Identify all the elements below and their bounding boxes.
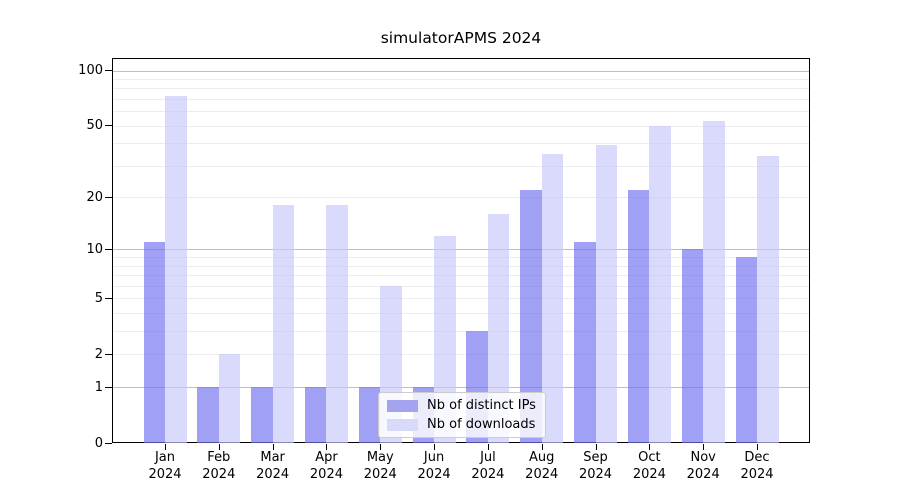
y-tick-label: 2 bbox=[94, 346, 103, 362]
bar-distinct-ips-oct bbox=[627, 189, 650, 443]
minor-gridline bbox=[113, 111, 809, 113]
x-tick-label: May 2024 bbox=[363, 450, 397, 482]
x-tick-label: Oct 2024 bbox=[632, 450, 666, 482]
x-tick-label: Jun 2024 bbox=[417, 450, 451, 482]
minor-gridline bbox=[113, 331, 809, 333]
y-tick-label: 1 bbox=[94, 379, 103, 395]
plot-area bbox=[112, 58, 810, 443]
x-tick bbox=[649, 444, 651, 450]
bar-distinct-ips-dec bbox=[735, 257, 757, 443]
bar-downloads-jul bbox=[487, 214, 510, 443]
y-tick bbox=[105, 248, 112, 250]
x-tick bbox=[218, 444, 220, 450]
bar-downloads-jan bbox=[165, 95, 187, 443]
minor-gridline bbox=[113, 298, 809, 300]
minor-gridline bbox=[113, 275, 809, 277]
minor-gridline bbox=[113, 265, 809, 267]
legend-swatch-icon bbox=[387, 418, 418, 431]
legend-item-downloads: Nb of downloads bbox=[387, 417, 536, 432]
x-tick-label: Mar 2024 bbox=[256, 450, 290, 482]
y-tick bbox=[105, 196, 112, 198]
y-tick bbox=[105, 70, 112, 71]
y-tick bbox=[105, 125, 112, 127]
y-tick-label: 0 bbox=[94, 435, 103, 451]
chart-title: simulatorAPMS 2024 bbox=[380, 29, 542, 47]
x-tick-label: Aug 2024 bbox=[525, 450, 559, 482]
major-gridline bbox=[113, 387, 809, 389]
minor-gridline bbox=[113, 88, 809, 90]
y-tick-label: 5 bbox=[94, 290, 103, 306]
major-gridline bbox=[113, 249, 809, 251]
x-tick bbox=[165, 444, 166, 450]
bar-downloads-feb bbox=[218, 354, 241, 443]
y-tick-label: 20 bbox=[86, 189, 103, 205]
bar-distinct-ips-feb bbox=[197, 387, 219, 443]
x-tick bbox=[326, 444, 328, 450]
bar-downloads-oct bbox=[649, 125, 671, 443]
legend-label: Nb of distinct IPs bbox=[427, 398, 536, 413]
minor-gridline bbox=[113, 313, 809, 315]
y-tick-label: 100 bbox=[78, 63, 103, 78]
x-tick-label: Nov 2024 bbox=[686, 450, 720, 482]
x-tick-label: Apr 2024 bbox=[309, 450, 343, 482]
x-tick bbox=[757, 444, 758, 450]
y-tick bbox=[105, 353, 112, 355]
bar-distinct-ips-may bbox=[358, 387, 381, 443]
bar-distinct-ips-aug bbox=[520, 189, 542, 443]
bar-distinct-ips-sep bbox=[574, 242, 596, 443]
bar-downloads-nov bbox=[703, 121, 725, 443]
legend-label: Nb of downloads bbox=[427, 417, 536, 432]
x-tick-label: Jul 2024 bbox=[471, 450, 505, 482]
x-tick-label: Sep 2024 bbox=[578, 450, 613, 482]
legend: Nb of distinct IPs Nb of downloads bbox=[378, 392, 546, 438]
bar-downloads-dec bbox=[757, 156, 779, 443]
bar-downloads-aug bbox=[541, 153, 564, 443]
minor-gridline bbox=[113, 98, 809, 100]
major-gridline bbox=[113, 70, 809, 72]
x-tick bbox=[487, 444, 489, 450]
bar-distinct-ips-apr bbox=[304, 387, 327, 443]
legend-swatch-icon bbox=[387, 399, 418, 412]
minor-gridline bbox=[113, 165, 809, 167]
x-tick bbox=[380, 444, 382, 450]
y-tick-label: 10 bbox=[86, 241, 103, 257]
y-tick-label: 50 bbox=[86, 118, 103, 134]
y-tick bbox=[105, 386, 112, 388]
minor-gridline bbox=[113, 197, 809, 199]
minor-gridline bbox=[113, 354, 809, 356]
bar-distinct-ips-nov bbox=[681, 249, 704, 443]
x-tick-label: Dec 2024 bbox=[740, 450, 774, 482]
bar-distinct-ips-mar bbox=[251, 387, 273, 443]
x-tick bbox=[541, 444, 543, 450]
minor-gridline bbox=[113, 78, 809, 80]
bar-downloads-apr bbox=[326, 205, 348, 443]
x-tick bbox=[272, 444, 274, 450]
minor-gridline bbox=[113, 125, 809, 127]
x-tick bbox=[703, 444, 705, 450]
bar-downloads-mar bbox=[272, 205, 295, 443]
legend-item-distinct-ips: Nb of distinct IPs bbox=[387, 398, 536, 413]
x-tick bbox=[595, 444, 597, 450]
bar-downloads-jun bbox=[434, 235, 456, 443]
x-tick-label: Jan 2024 bbox=[148, 450, 182, 482]
minor-gridline bbox=[113, 285, 809, 287]
minor-gridline bbox=[113, 257, 809, 259]
bar-downloads-sep bbox=[595, 145, 618, 443]
x-tick-label: Feb 2024 bbox=[202, 450, 236, 482]
bar-distinct-ips-jan bbox=[143, 242, 165, 443]
x-tick bbox=[434, 444, 436, 450]
y-tick bbox=[105, 297, 112, 299]
minor-gridline bbox=[113, 143, 809, 145]
y-tick bbox=[105, 442, 112, 444]
